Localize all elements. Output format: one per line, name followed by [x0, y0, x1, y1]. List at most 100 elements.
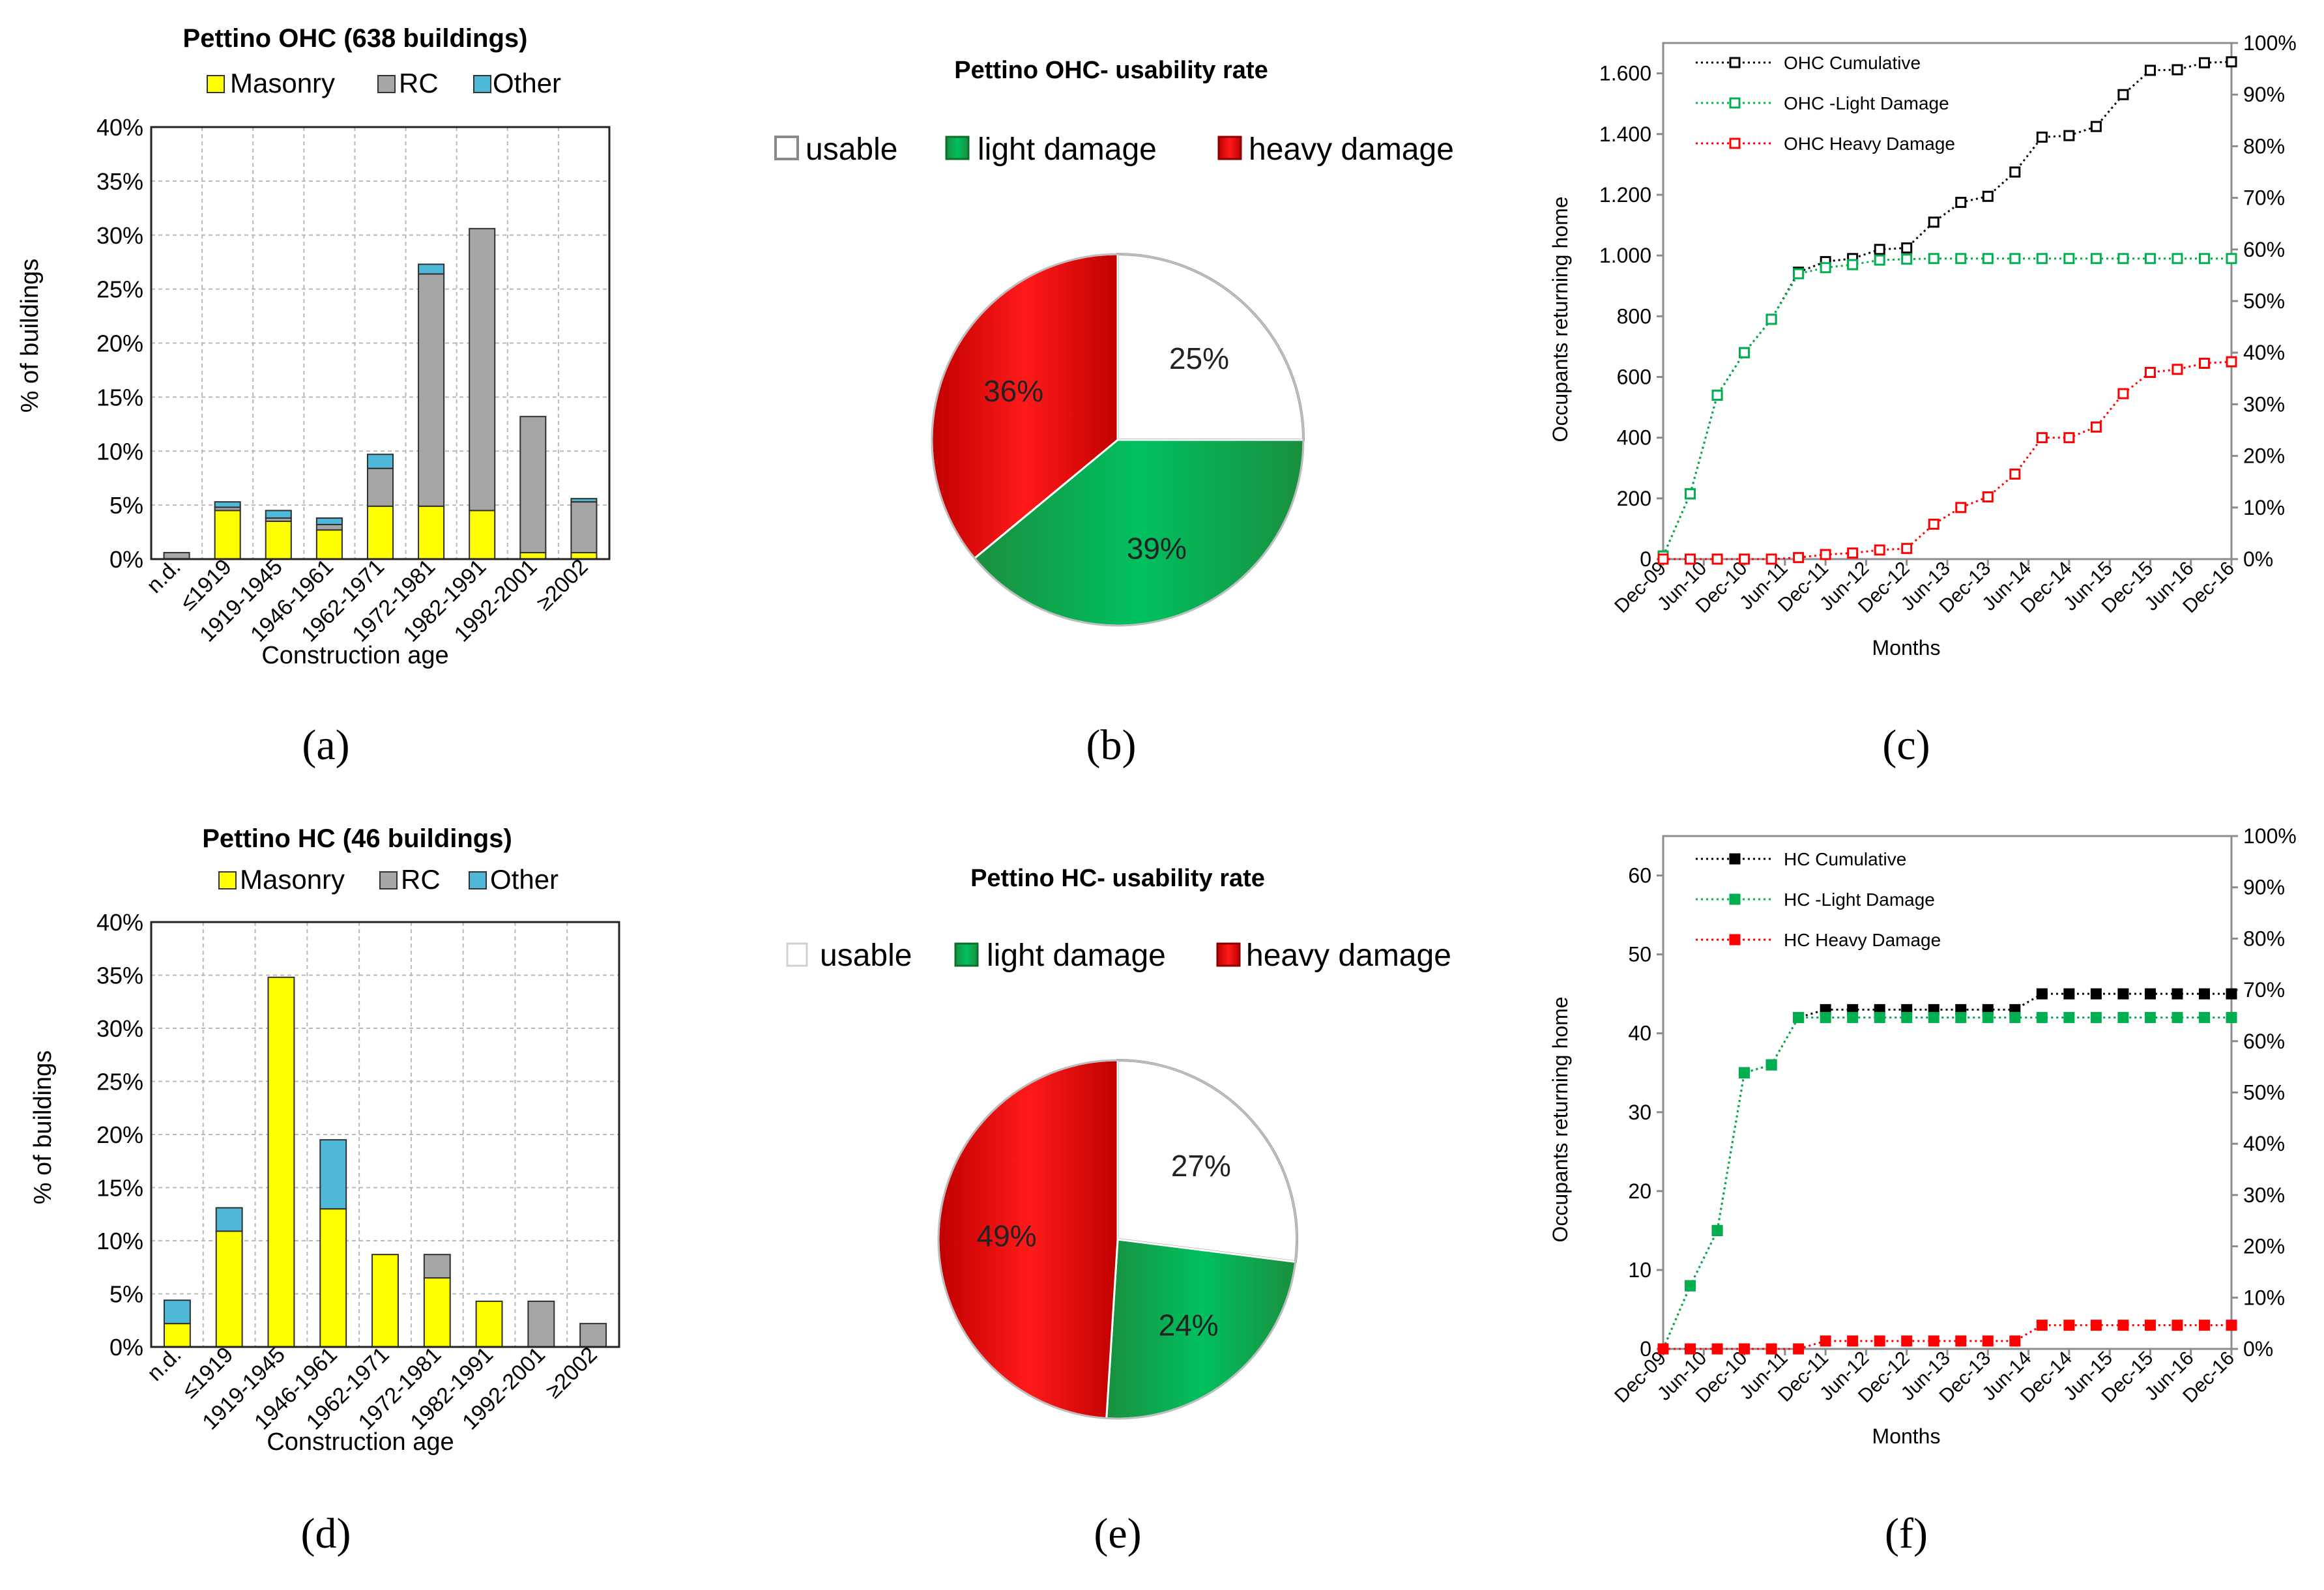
data-point [2226, 1320, 2237, 1331]
legend-swatch-rc [379, 871, 398, 889]
data-point [1711, 1343, 1723, 1355]
pie-plot: 27% 24% 49% [937, 1058, 1298, 1420]
data-point [1793, 1343, 1805, 1355]
y-tick-label: 25% [96, 1069, 143, 1095]
x-axis-label: Construction age [267, 1428, 454, 1456]
y2-tick-label: 0% [2243, 1337, 2273, 1361]
data-point [2036, 1320, 2048, 1331]
data-point [1982, 491, 1994, 502]
y-tick-label: 10% [96, 1228, 143, 1254]
panel-b: Pettino OHC- usability rate usable light… [774, 57, 1454, 769]
data-point [2063, 1320, 2075, 1331]
y-tick-label: 60 [1628, 864, 1651, 888]
y-tick-label: 25% [96, 276, 143, 303]
bar-rc [366, 467, 394, 507]
chart-title: Pettino HC- usability rate [970, 865, 1265, 892]
y-tick-label: 30 [1628, 1101, 1651, 1124]
legend-swatch-heavy [1216, 942, 1241, 967]
legend-label-heavy: heavy damage [1249, 132, 1454, 167]
data-point [1874, 254, 1885, 266]
y-tick-label: 0 [1640, 1337, 1651, 1361]
legend-marker [1729, 934, 1741, 946]
data-point [2226, 253, 2237, 265]
legend: usable light damage heavy damage [786, 938, 1451, 973]
y-tick-label: 10 [1628, 1258, 1651, 1282]
data-point [1765, 1059, 1777, 1071]
bar-other [265, 510, 292, 519]
data-point [2063, 253, 2075, 265]
bar-masonry [214, 510, 241, 560]
y-tick-label: 40% [96, 114, 143, 141]
data-point [2171, 1320, 2183, 1331]
data-point [1955, 502, 1967, 513]
data-point [2063, 432, 2075, 444]
legend-label-masonry: Masonry [230, 68, 335, 98]
plot-frame [150, 126, 611, 560]
y-tick-label: 40 [1628, 1022, 1651, 1045]
line-plot: 0 10 20 30 40 50 60 0% 10% 20% 30% 40% 50% 60% 70% 80% 9… [1610, 824, 2297, 1407]
line-plot: 0 200 400 600 800 1.000 1.200 1.400 1.600 0% 10% 20… [1599, 31, 2297, 617]
x-axis-label: Months [1872, 636, 1941, 659]
panel-a: Pettino OHC (638 buildings) Masonry RC O… [16, 24, 611, 769]
y-tick-label: 30% [96, 222, 143, 249]
y2-tick-label: 90% [2243, 876, 2285, 899]
legend-marker [1729, 893, 1741, 905]
panel-label-d: (d) [301, 1510, 351, 1557]
data-point [1955, 197, 1967, 209]
data-point [1711, 1224, 1723, 1236]
chart-title: Pettino OHC- usability rate [954, 57, 1268, 84]
y2-tick-label: 40% [2243, 1132, 2285, 1155]
data-point [2144, 65, 2156, 76]
y2-tick-label: 50% [2243, 289, 2285, 313]
data-point [2171, 988, 2183, 1000]
bar-masonry [469, 510, 496, 560]
data-point [1928, 518, 1939, 530]
data-point [1928, 253, 1939, 265]
data-point [2226, 56, 2237, 68]
data-point [1901, 543, 1913, 555]
y-axis-label: % of buildings [16, 259, 44, 413]
bar-other [570, 498, 598, 503]
legend-label-other: Other [490, 864, 559, 895]
bar-other [315, 517, 343, 525]
bar-rc [423, 1254, 451, 1279]
legend-swatch-light [945, 136, 970, 160]
y-tick-label: 20% [96, 1121, 143, 1148]
data-point [1847, 1335, 1859, 1347]
legend-marker [1729, 853, 1741, 865]
y-tick-label: 600 [1617, 365, 1651, 388]
panel-label-c: (c) [1882, 721, 1930, 769]
y-tick-label: 0 [1640, 547, 1651, 571]
chart-title: Pettino HC (46 buildings) [202, 824, 512, 853]
pie-value-label: 39% [1127, 531, 1187, 565]
y2-tick-label: 100% [2243, 31, 2297, 55]
panel-d: Pettino HC (46 buildings) Masonry RC Oth… [29, 824, 620, 1557]
data-point [1982, 1011, 1994, 1023]
y2-tick-label: 80% [2243, 927, 2285, 950]
y-tick-label: 20% [96, 330, 143, 357]
data-point [2090, 253, 2102, 265]
data-point [1847, 259, 1859, 270]
data-point [1711, 553, 1723, 565]
bar-rc [469, 227, 496, 512]
panel-label-a: (a) [302, 721, 349, 769]
y-tick-label: 5% [109, 492, 143, 519]
data-point [2198, 988, 2210, 1000]
y-tick-label: 40% [96, 909, 143, 936]
data-point [2036, 253, 2048, 265]
data-point [1685, 553, 1696, 565]
data-point [1955, 1011, 1967, 1023]
y-tick-label: 35% [96, 168, 143, 195]
data-point [1928, 1011, 1939, 1023]
data-point [1793, 268, 1805, 280]
y-tick-label: 15% [96, 1175, 143, 1202]
panel-f: 0 10 20 30 40 50 60 0% 10% 20% 30% 40% 50% 60% 70% 80% 9… [1548, 824, 2297, 1557]
plot-frame [150, 921, 620, 1348]
y2-tick-label: 60% [2243, 238, 2285, 261]
data-point [2063, 988, 2075, 1000]
data-point [2009, 253, 2021, 265]
data-point [2009, 469, 2021, 480]
bar-other [319, 1139, 347, 1210]
data-point [2009, 1335, 2021, 1347]
bar-other [215, 1207, 243, 1232]
